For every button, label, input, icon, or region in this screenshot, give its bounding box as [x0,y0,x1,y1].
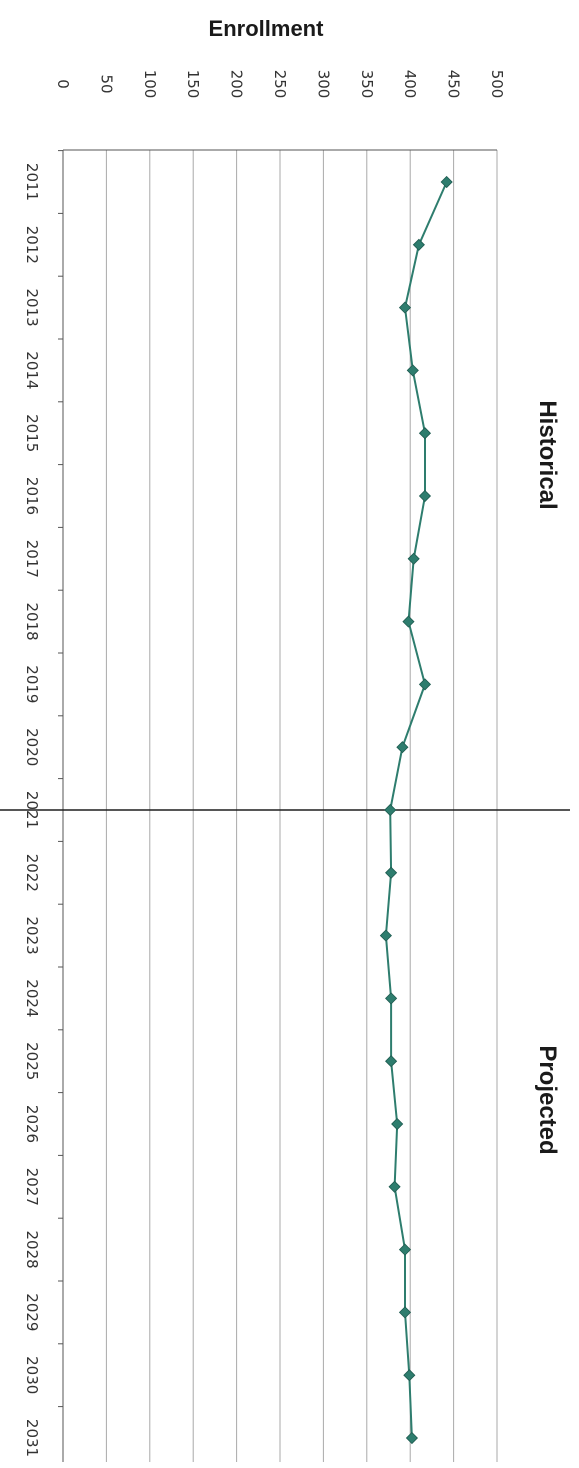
section-label-historical: Historical [534,400,561,509]
section-label-projected: Projected [534,1045,561,1154]
value-tick-label: 500 [488,70,506,99]
value-tick-label: 400 [401,70,419,99]
year-tick-label: 2028 [23,1231,41,1269]
year-tick-label: 2020 [23,728,41,766]
data-point-2015 [418,427,432,440]
year-tick-label: 2025 [23,1042,41,1080]
value-tick-label: 250 [271,70,289,99]
value-tick-label: 350 [358,70,376,99]
data-point-2021 [384,803,397,817]
data-point-2022 [385,866,398,879]
data-point-2029 [398,1306,412,1319]
data-point-2031 [405,1431,419,1445]
gridlines [62,150,498,1462]
data-point-2016 [418,489,432,503]
data-point-2018 [402,615,415,628]
data-point-2012 [412,238,425,251]
tick-labels: 0 50 100 150 200 250 300 350 400 450 500 2011 2012 20… [23,70,506,1457]
year-tick-label: 2013 [23,289,41,327]
year-tick-label: 2029 [23,1293,41,1331]
year-tick-label: 2031 [23,1419,41,1457]
value-tick-label: 300 [314,70,332,99]
chart-title: Enrollment [209,16,325,41]
data-point-2028 [398,1243,412,1256]
data-point-2017 [407,552,420,565]
data-point-2011 [440,175,453,189]
axes [0,149,570,1462]
value-tick-label: 450 [445,70,463,99]
year-tick-label: 2021 [23,791,41,829]
year-tick-label: 2014 [23,351,41,389]
data-point-2020 [396,741,409,754]
value-tick-label: 0 [54,79,72,89]
value-tick-label: 200 [228,70,246,99]
data-point-2014 [406,364,419,377]
year-tick-label: 2018 [23,603,41,641]
year-tick-label: 2015 [23,414,41,452]
year-tick-label: 2019 [23,665,41,703]
data-point-2025 [385,1055,398,1068]
year-tick-label: 2030 [23,1356,41,1394]
data-point-2024 [385,992,398,1005]
data-point-2027 [388,1180,401,1193]
year-tick-label: 2017 [23,540,41,578]
data-point-2019 [418,678,432,691]
series-enrollment [379,175,453,1445]
data-point-2030 [403,1369,416,1382]
value-tick-label: 50 [97,74,115,93]
data-point-2013 [398,301,412,314]
year-tick-label: 2024 [23,979,41,1017]
year-tick-label: 2011 [23,163,41,201]
data-point-2023 [379,929,392,942]
year-tick-label: 2012 [23,226,41,264]
value-tick-label: 100 [141,70,159,99]
year-tick-label: 2022 [23,854,41,892]
year-tick-label: 2016 [23,477,41,515]
data-point-2026 [391,1117,404,1131]
year-tick-label: 2023 [23,917,41,955]
value-tick-label: 150 [184,70,202,99]
year-tick-label: 2027 [23,1168,41,1206]
year-tick-label: 2026 [23,1105,41,1143]
